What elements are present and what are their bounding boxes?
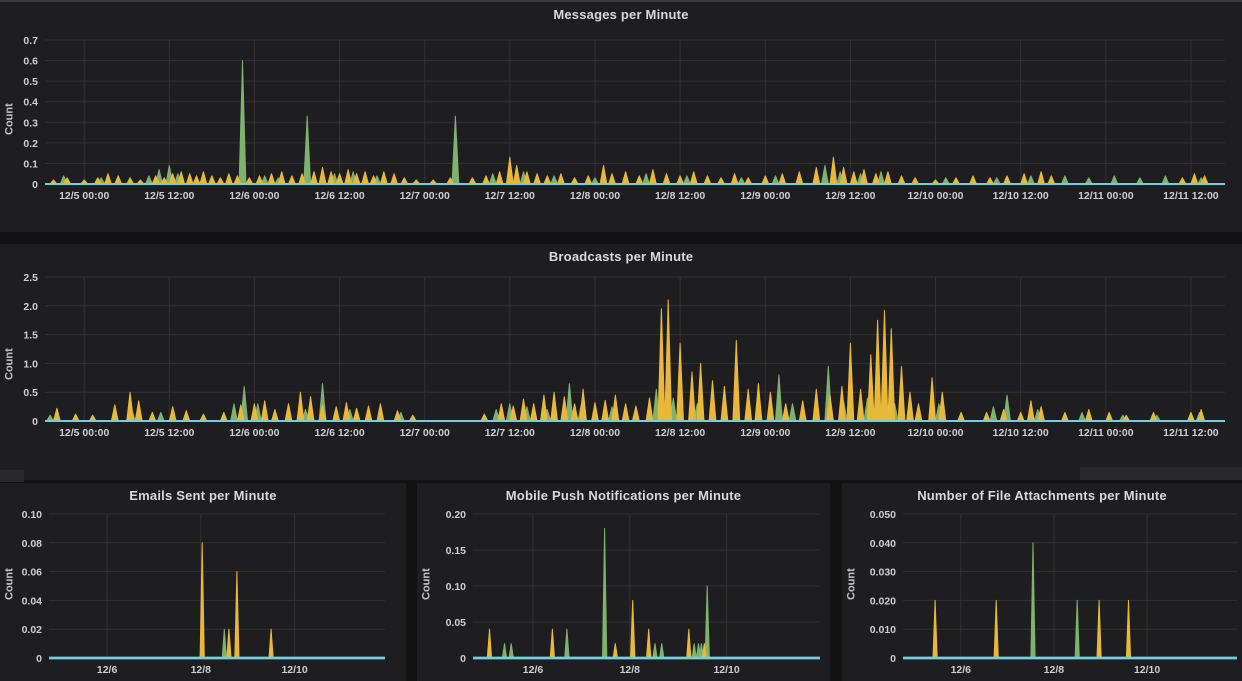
svg-text:0.6: 0.6 <box>23 56 38 68</box>
svg-text:12/11 12:00: 12/11 12:00 <box>1163 427 1219 439</box>
svg-text:0.030: 0.030 <box>870 567 896 579</box>
svg-text:12/9 00:00: 12/9 00:00 <box>740 190 790 202</box>
svg-text:12/5 00:00: 12/5 00:00 <box>59 427 109 439</box>
svg-text:12/8: 12/8 <box>191 664 212 676</box>
svg-text:0.050: 0.050 <box>870 509 896 521</box>
top-border-strip <box>0 0 1242 2</box>
svg-text:12/9 00:00: 12/9 00:00 <box>740 427 790 439</box>
svg-text:12/10 12:00: 12/10 12:00 <box>993 427 1049 439</box>
svg-text:12/7 12:00: 12/7 12:00 <box>485 190 535 202</box>
svg-text:12/11 00:00: 12/11 00:00 <box>1078 190 1134 202</box>
svg-text:12/11 12:00: 12/11 12:00 <box>1163 190 1219 202</box>
svg-text:0.04: 0.04 <box>22 595 43 607</box>
svg-text:0.10: 0.10 <box>22 509 43 521</box>
svg-text:12/11 00:00: 12/11 00:00 <box>1078 427 1134 439</box>
svg-text:0.05: 0.05 <box>446 617 467 629</box>
svg-text:12/8 00:00: 12/8 00:00 <box>570 190 620 202</box>
svg-text:12/10 00:00: 12/10 00:00 <box>907 427 963 439</box>
svg-text:12/6 12:00: 12/6 12:00 <box>314 427 364 439</box>
svg-text:12/6: 12/6 <box>523 664 544 676</box>
svg-text:0.06: 0.06 <box>22 567 43 579</box>
svg-text:12/6 12:00: 12/6 12:00 <box>314 190 364 202</box>
svg-text:12/5 12:00: 12/5 12:00 <box>144 427 194 439</box>
svg-text:0.040: 0.040 <box>870 538 896 550</box>
svg-text:12/8 12:00: 12/8 12:00 <box>655 427 705 439</box>
svg-text:2.5: 2.5 <box>23 272 38 284</box>
svg-text:0.10: 0.10 <box>446 581 467 593</box>
svg-text:12/8: 12/8 <box>1044 664 1065 676</box>
svg-text:12/6: 12/6 <box>97 664 118 676</box>
chart-plot[interactable]: 0 0.1 0.2 0.3 0.4 0.5 0.6 0.7 12/5 00:00 12/5 12:… <box>0 2 1242 232</box>
svg-text:0.08: 0.08 <box>22 538 43 550</box>
panel-fragment-right <box>1080 467 1242 480</box>
panel-file-attachments-per-minute: Number of File Attachments per Minute Co… <box>842 483 1242 681</box>
panel-title[interactable]: Mobile Push Notifications per Minute <box>505 488 742 503</box>
panel-title[interactable]: Emails Sent per Minute <box>129 488 277 503</box>
panel-fragment-left <box>0 470 24 482</box>
svg-text:0.20: 0.20 <box>446 509 467 521</box>
svg-text:0.5: 0.5 <box>23 76 38 88</box>
svg-text:12/7 12:00: 12/7 12:00 <box>485 427 535 439</box>
svg-text:2.0: 2.0 <box>23 301 38 313</box>
svg-text:0.7: 0.7 <box>23 35 38 47</box>
svg-text:12/9 12:00: 12/9 12:00 <box>825 427 875 439</box>
svg-text:12/9 12:00: 12/9 12:00 <box>825 190 875 202</box>
svg-text:0.010: 0.010 <box>870 624 896 636</box>
svg-text:0.020: 0.020 <box>870 595 896 607</box>
panel-title[interactable]: Number of File Attachments per Minute <box>917 488 1167 503</box>
svg-text:0.1: 0.1 <box>23 158 38 170</box>
svg-text:0: 0 <box>32 416 38 428</box>
chart-plot[interactable]: 0 0.010 0.020 0.030 0.040 0.050 12/6 12/8 12/10 <box>842 483 1242 681</box>
chart-plot[interactable]: 0 0.5 1.0 1.5 2.0 2.5 12/5 00:00 12/5 12:00 12/6… <box>0 244 1242 480</box>
svg-text:0.02: 0.02 <box>22 624 43 636</box>
chart-plot[interactable]: 0 0.02 0.04 0.06 0.08 0.10 12/6 12/8 12/10 <box>0 483 406 681</box>
svg-text:0.3: 0.3 <box>23 117 38 129</box>
svg-text:12/7 00:00: 12/7 00:00 <box>400 427 450 439</box>
svg-text:0: 0 <box>460 653 466 665</box>
panel-title[interactable]: Messages per Minute <box>553 7 689 22</box>
chart-plot[interactable]: 0 0.05 0.10 0.15 0.20 12/6 12/8 12/10 <box>417 483 830 681</box>
svg-text:12/6 00:00: 12/6 00:00 <box>229 427 279 439</box>
svg-text:0.5: 0.5 <box>23 387 38 399</box>
svg-text:1.0: 1.0 <box>23 358 38 370</box>
panel-title[interactable]: Broadcasts per Minute <box>548 249 694 264</box>
svg-text:12/5 00:00: 12/5 00:00 <box>59 190 109 202</box>
svg-text:12/10: 12/10 <box>281 664 307 676</box>
panel-emails-sent-per-minute: Emails Sent per Minute Count 0 0.02 0.04 0.… <box>0 483 406 681</box>
svg-text:12/7 00:00: 12/7 00:00 <box>400 190 450 202</box>
svg-text:12/10: 12/10 <box>1134 664 1160 676</box>
svg-text:0: 0 <box>32 179 38 191</box>
panel-messages-per-minute: Messages per Minute Count 0 0.1 0.2 0.3 0.4 0… <box>0 2 1242 232</box>
svg-text:12/8: 12/8 <box>620 664 641 676</box>
panel-broadcasts-per-minute: Broadcasts per Minute Count 0 0.5 1.0 1.5 2.… <box>0 244 1242 480</box>
svg-text:12/10 12:00: 12/10 12:00 <box>993 190 1049 202</box>
svg-text:12/8 12:00: 12/8 12:00 <box>655 190 705 202</box>
svg-text:12/6: 12/6 <box>951 664 972 676</box>
svg-text:0.2: 0.2 <box>23 138 38 150</box>
svg-text:1.5: 1.5 <box>23 330 38 342</box>
svg-text:12/8 00:00: 12/8 00:00 <box>570 427 620 439</box>
svg-text:12/10: 12/10 <box>713 664 739 676</box>
svg-text:0: 0 <box>36 653 42 665</box>
svg-text:0.4: 0.4 <box>23 97 38 109</box>
svg-text:12/6 00:00: 12/6 00:00 <box>229 190 279 202</box>
svg-text:0.15: 0.15 <box>446 545 467 557</box>
panel-mobile-push-notifications-per-minute: Mobile Push Notifications per Minute Cou… <box>417 483 830 681</box>
svg-text:12/5 12:00: 12/5 12:00 <box>144 190 194 202</box>
svg-text:0: 0 <box>890 653 896 665</box>
svg-text:12/10 00:00: 12/10 00:00 <box>907 190 963 202</box>
